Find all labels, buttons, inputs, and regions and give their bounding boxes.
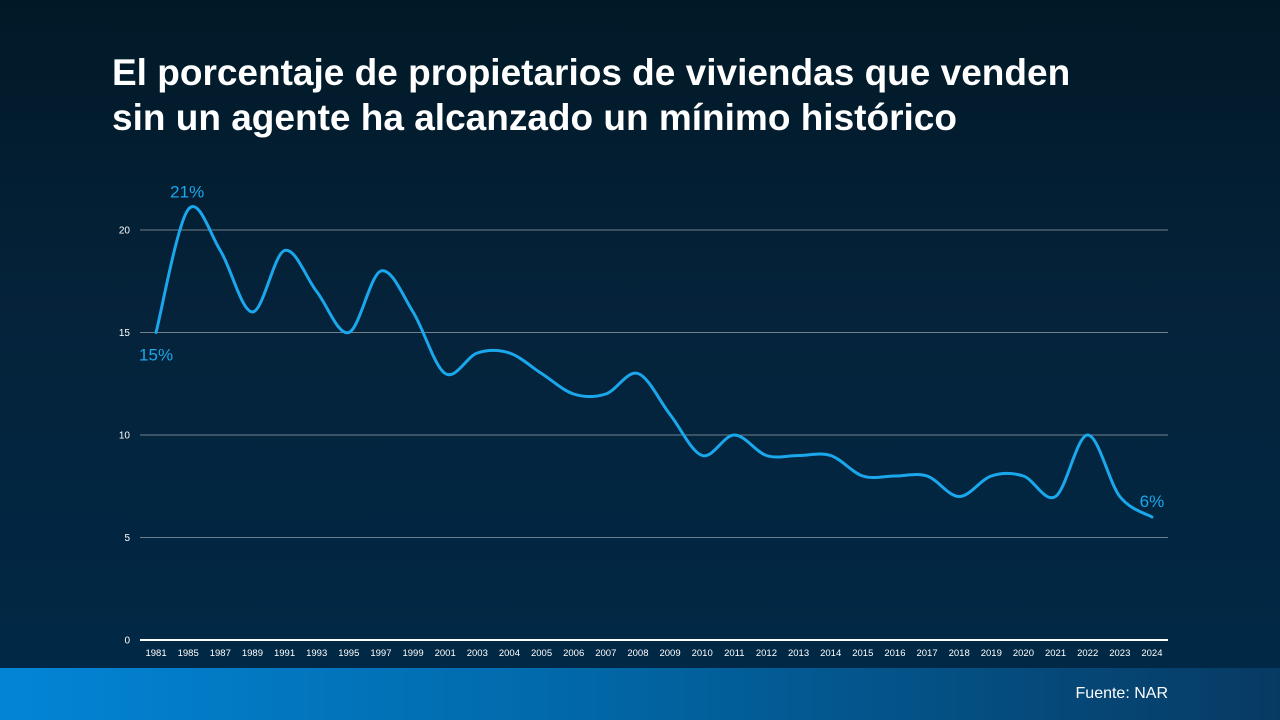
data-label-1985: 21% <box>170 183 204 202</box>
x-tick-label-2011: 2011 <box>724 648 744 659</box>
x-tick-label-2024: 2024 <box>1141 648 1162 659</box>
x-tick-label-1993: 1993 <box>306 648 327 659</box>
x-tick-label-2016: 2016 <box>884 648 905 659</box>
x-tick-label-2017: 2017 <box>916 648 937 659</box>
slide-title: El porcentaje de propietarios de viviend… <box>112 50 1192 140</box>
y-tick-label-10: 10 <box>119 431 131 442</box>
x-tick-label-2003: 2003 <box>467 648 488 659</box>
x-tick-label-2021: 2021 <box>1045 648 1066 659</box>
x-tick-label-2009: 2009 <box>659 648 680 659</box>
x-tick-label-2008: 2008 <box>627 648 648 659</box>
x-tick-label-2012: 2012 <box>756 648 777 659</box>
x-tick-label-1995: 1995 <box>338 648 359 659</box>
line-chart: 0 5 10 15 20 1981 1985 1987 1989 1991 1993 1995 1997… <box>119 182 1168 659</box>
x-tick-label-2018: 2018 <box>949 648 970 659</box>
x-tick-label-2001: 2001 <box>435 648 456 659</box>
x-tick-label-2007: 2007 <box>595 648 616 659</box>
data-label-2024: 6% <box>1140 492 1165 511</box>
x-tick-label-1989: 1989 <box>242 648 263 659</box>
x-tick-label-2015: 2015 <box>852 648 873 659</box>
x-tick-label-1987: 1987 <box>210 648 231 659</box>
x-tick-label-1997: 1997 <box>370 648 391 659</box>
slide-title-line-1: El porcentaje de propietarios de viviend… <box>112 52 1071 93</box>
x-tick-label-2004: 2004 <box>499 648 520 659</box>
x-tick-label-2010: 2010 <box>692 648 713 659</box>
x-tick-label-2006: 2006 <box>563 648 584 659</box>
chart-area: 0 5 10 15 20 1981 1985 1987 1989 1991 1993 1995 1997… <box>119 182 1168 659</box>
x-tick-label-2013: 2013 <box>788 648 809 659</box>
x-tick-label-1999: 1999 <box>402 648 423 659</box>
x-tick-label-2023: 2023 <box>1109 648 1130 659</box>
x-tick-label-2020: 2020 <box>1013 648 1034 659</box>
y-tick-label-15: 15 <box>119 328 131 339</box>
y-tick-label-20: 20 <box>119 226 131 237</box>
x-tick-label-1981: 1981 <box>145 648 166 659</box>
y-tick-label-5: 5 <box>124 533 130 544</box>
x-tick-label-1991: 1991 <box>274 648 295 659</box>
x-tick-label-1985: 1985 <box>178 648 199 659</box>
x-tick-label-2014: 2014 <box>820 648 841 659</box>
y-tick-label-0: 0 <box>124 636 130 647</box>
footer-bar: Fuente: NAR <box>0 668 1280 720</box>
x-tick-label-2019: 2019 <box>981 648 1002 659</box>
series-line <box>154 205 1154 519</box>
data-label-1981: 15% <box>139 346 173 365</box>
slide-title-line-2: sin un agente ha alcanzado un mínimo his… <box>112 97 957 138</box>
x-tick-label-2022: 2022 <box>1077 648 1098 659</box>
source-text: Fuente: NAR <box>1075 685 1168 702</box>
x-tick-label-2005: 2005 <box>531 648 552 659</box>
